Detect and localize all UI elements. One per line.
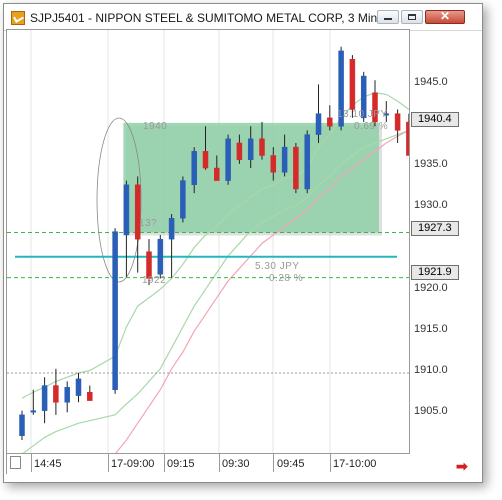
- time-axis[interactable]: 14:45 17-09:00 09:15 09:30 09:45 17-10:0…: [6, 454, 410, 474]
- time-tick: 09:30: [222, 458, 250, 470]
- candle-body: [19, 414, 25, 437]
- candle-body: [191, 151, 197, 186]
- candle-body: [134, 184, 141, 240]
- range-jpy-label: 5.30 JPY: [255, 261, 300, 272]
- time-separator: [31, 454, 32, 472]
- close-button[interactable]: ✕: [425, 9, 465, 24]
- candle-body: [41, 385, 48, 411]
- level-price-badge: 1921.9: [411, 265, 459, 280]
- candle-body: [112, 231, 118, 390]
- top-pct-label: 0.69 %: [354, 121, 389, 132]
- minimize-button[interactable]: [377, 10, 399, 24]
- candle-body: [383, 113, 390, 116]
- time-tick: 17-09:00: [111, 458, 155, 470]
- price-tick: 1910.0: [414, 364, 448, 376]
- time-separator: [330, 454, 331, 472]
- candle-body: [372, 92, 378, 123]
- chart-svg: [7, 30, 409, 453]
- price-scale[interactable]: 1945.0 1935.0 1930.0 1920.0 1915.0 1910.…: [410, 29, 478, 454]
- time-separator: [273, 454, 274, 472]
- price-tick: 1915.0: [414, 323, 448, 335]
- level-price-badge: 1927.3: [411, 221, 459, 236]
- candle-body: [406, 121, 409, 156]
- candle-body: [146, 251, 152, 279]
- candle-body: [338, 50, 344, 127]
- candle-body: [202, 151, 209, 169]
- time-separator: [108, 454, 109, 472]
- candle-body: [259, 138, 265, 156]
- ma-upper-line: [21, 92, 409, 399]
- price-tick: 1930.0: [414, 199, 448, 211]
- candle-body: [123, 184, 130, 236]
- time-tick: 14:45: [34, 458, 62, 470]
- candle-body: [225, 138, 231, 181]
- candle-body: [315, 113, 322, 135]
- candle-body: [304, 134, 310, 190]
- chart-app-icon: [11, 11, 25, 25]
- candle-body: [75, 378, 82, 396]
- candle-body: [349, 59, 356, 110]
- candle-body: [214, 167, 220, 181]
- candle-body: [270, 155, 277, 173]
- box-mid-label: 13?: [139, 218, 158, 229]
- candle-body: [87, 392, 93, 401]
- top-jpy-label: 13.10 JPY: [337, 109, 388, 120]
- candle-body: [236, 142, 243, 160]
- window-title: SJPJ5401 - NIPPON STEEL & SUMITOMO METAL…: [30, 11, 378, 25]
- box-bottom-label: 1922: [142, 275, 167, 286]
- price-tick: 1945.0: [414, 76, 448, 88]
- candle-body: [327, 117, 333, 127]
- time-separator: [219, 454, 220, 472]
- candle-body: [53, 385, 59, 403]
- time-tick: 17-10:00: [333, 458, 377, 470]
- candle-body: [394, 113, 401, 131]
- price-tick: 1905.0: [414, 405, 448, 417]
- candle-body: [168, 217, 175, 240]
- close-icon: ✕: [439, 9, 451, 23]
- maximize-icon: [408, 14, 416, 20]
- minimize-icon: [384, 18, 392, 20]
- time-separator: [164, 454, 165, 472]
- chart-plot-area[interactable]: 1940 13? 1922 5.30 JPY 0.28 % 13.10 JPY …: [6, 29, 410, 454]
- ma-lower-line: [22, 129, 409, 453]
- maximize-button[interactable]: [401, 10, 423, 24]
- ma-slow-line: [115, 129, 409, 453]
- box-top-label: 1940: [143, 121, 168, 132]
- title-bar[interactable]: SJPJ5401 - NIPPON STEEL & SUMITOMO METAL…: [4, 4, 482, 31]
- scroll-right-arrow-icon[interactable]: ➡: [456, 458, 468, 474]
- last-price-badge: 1940.4: [411, 112, 459, 127]
- candle-body: [30, 410, 37, 413]
- range-pct-label: 0.28 %: [269, 273, 304, 284]
- time-tick: 09:45: [277, 458, 305, 470]
- candle-body: [64, 386, 70, 403]
- candle-body: [180, 180, 186, 219]
- candle-body: [281, 146, 288, 173]
- price-tick: 1920.0: [414, 282, 448, 294]
- time-tick: 09:15: [167, 458, 195, 470]
- candle-body: [157, 238, 164, 275]
- selection-ellipse: [96, 117, 142, 283]
- axis-corner-box: [10, 456, 21, 469]
- candle-body: [247, 138, 254, 160]
- candle-body: [293, 146, 299, 190]
- candle-body: [360, 75, 367, 119]
- price-tick: 1935.0: [414, 158, 448, 170]
